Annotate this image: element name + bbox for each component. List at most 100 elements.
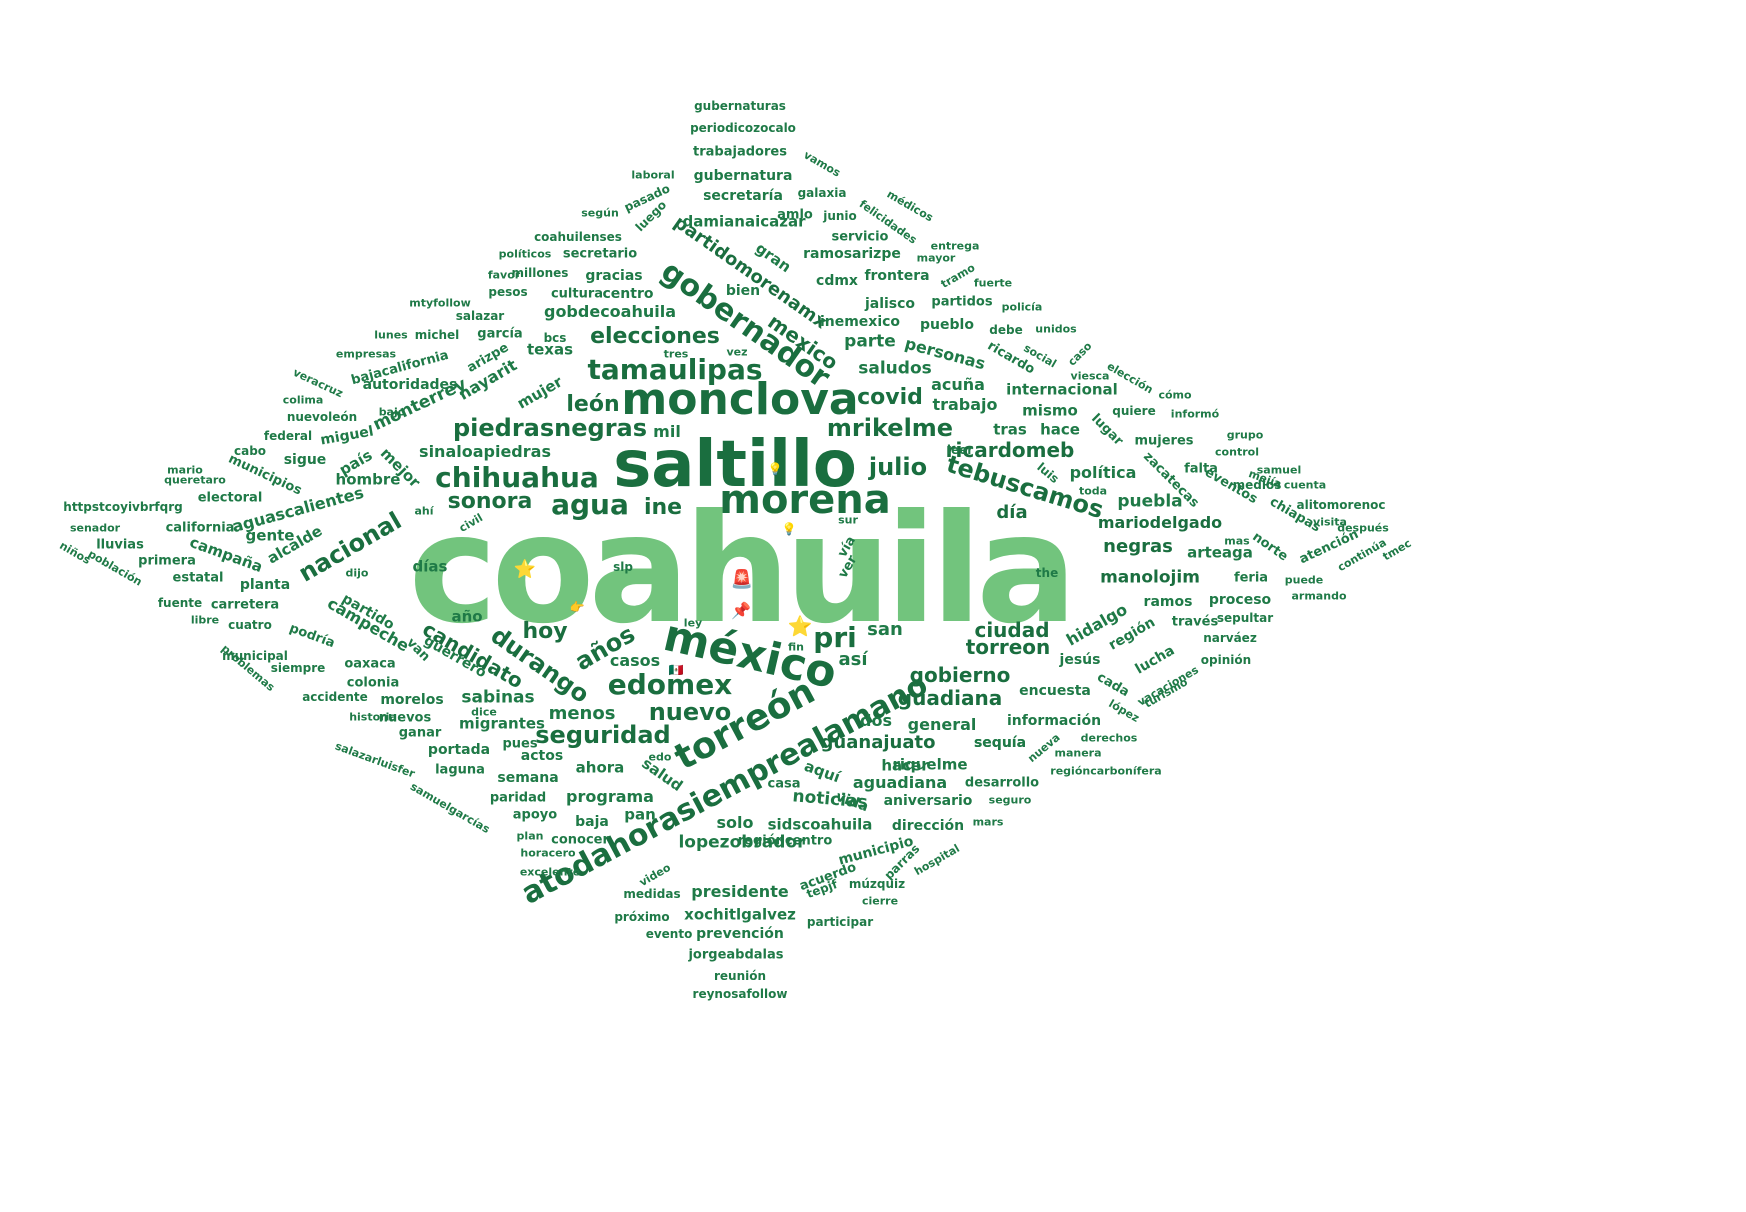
cloud-word: cuenta (1283, 478, 1327, 492)
cloud-word: sepultar (1216, 611, 1274, 625)
cloud-word: visita (1313, 515, 1347, 529)
cloud-word: jesús (1059, 652, 1101, 668)
cloud-word: saltillo (613, 428, 857, 502)
cloud-word: cdmx (816, 273, 858, 289)
cloud-word: mismo (1022, 401, 1078, 420)
cloud-word: nuevos (378, 710, 432, 726)
cloud-word: opinión (1200, 653, 1252, 667)
cloud-word: ganar (398, 725, 442, 741)
cloud-word: agua (551, 488, 629, 521)
cloud-word: encuesta (1019, 683, 1091, 699)
cloud-word: video (637, 860, 673, 890)
cloud-word: entrega (930, 239, 980, 253)
cloud-word: leer (946, 443, 974, 457)
cloud-word: estatal (172, 570, 224, 586)
cloud-word: león (566, 392, 620, 417)
cloud-word: mariodelgado (1097, 513, 1223, 532)
cloud-word: garcía (477, 326, 523, 342)
cloud-word: policía (1001, 300, 1043, 314)
cloud-word: ahí (414, 504, 434, 518)
cloud-word: senador (69, 521, 121, 535)
cloud-word: día (996, 502, 1028, 523)
cloud-word: miguel (319, 423, 375, 449)
cloud-word: seguridad (535, 721, 671, 749)
cloud-word: programa (566, 787, 654, 806)
emoji-icon: 🚨 (730, 569, 754, 590)
cloud-word: ricardomeb (945, 438, 1075, 462)
cloud-word: planta (239, 577, 291, 593)
cloud-word: michel (414, 328, 460, 342)
cloud-word: derechos (1080, 731, 1138, 745)
cloud-word: mujer (514, 372, 566, 413)
cloud-word: gracias (585, 268, 643, 284)
cloud-word: hacer (881, 756, 929, 775)
cloud-word: según (581, 206, 619, 220)
cloud-word: riquelme (892, 755, 968, 774)
cloud-word: población (85, 547, 145, 589)
cloud-word: alitomorenoc (1296, 498, 1386, 512)
cloud-word: general (907, 715, 977, 734)
cloud-word: siempre (270, 661, 326, 675)
emoji-icon: 🇲🇽 (668, 663, 684, 677)
cloud-word: manera (1054, 746, 1102, 760)
cloud-word: niños (57, 538, 93, 568)
cloud-word: tamaulipas (587, 353, 763, 386)
cloud-word: dirección (891, 818, 965, 834)
cloud-word: dice (471, 705, 497, 719)
cloud-word: reynosafollow (692, 987, 788, 1001)
cloud-word: municipal (222, 649, 288, 663)
cloud-word: ahora (575, 758, 625, 777)
cloud-word: colonia (346, 675, 400, 691)
cloud-word: primera (138, 553, 196, 569)
cloud-word: mayor (916, 251, 956, 265)
cloud-word: internacional (1006, 380, 1118, 399)
cloud-word: edomex (607, 668, 733, 701)
cloud-word: coahuila (408, 483, 1078, 657)
emoji-icon: 📌 (731, 601, 751, 620)
cloud-word: pan (624, 805, 656, 824)
cloud-word: inemexico (819, 314, 901, 330)
cloud-word: empresas (335, 347, 397, 361)
cloud-word: partidos (931, 294, 993, 310)
cloud-word: pri (813, 621, 857, 654)
cloud-word: narváez (1203, 631, 1257, 645)
cloud-word: mars (972, 815, 1004, 829)
cloud-word: pues (502, 736, 538, 752)
cloud-word: san (867, 619, 903, 640)
cloud-word: historia (349, 710, 397, 724)
cloud-word: año (451, 607, 483, 626)
cloud-word: laguna (435, 762, 485, 778)
cloud-word: slp (613, 560, 633, 574)
cloud-word: sequía (973, 735, 1027, 751)
cloud-word: informó (1170, 407, 1220, 421)
cloud-word: negras (1103, 536, 1173, 557)
cloud-word: gente (245, 526, 295, 545)
cloud-word: julio (868, 453, 928, 481)
cloud-word: morelos (380, 692, 444, 708)
cloud-word: sur (838, 513, 858, 527)
cloud-word: trabajadores (693, 144, 787, 160)
cloud-word: excelente (519, 865, 581, 879)
cloud-word: manolojim (1100, 567, 1200, 588)
cloud-word: hombre (335, 470, 401, 489)
cloud-word: participar (806, 915, 874, 929)
cloud-word: carretera (210, 597, 280, 613)
cloud-word: ramosarizpe (803, 246, 901, 262)
cloud-word: hace (1040, 420, 1080, 439)
cloud-word: acuña (931, 375, 985, 394)
cloud-word: migrantes (459, 714, 545, 733)
cloud-word: próximo (614, 910, 670, 924)
cloud-word: colima (282, 393, 324, 407)
cloud-word: proceso (1208, 592, 1272, 608)
cloud-word: fuente (157, 596, 203, 610)
cloud-word: libre (190, 613, 220, 627)
cloud-word: guanajuato (820, 732, 936, 753)
cloud-word: vez (726, 345, 748, 359)
cloud-word: casa (767, 776, 801, 792)
cloud-word: prevención (696, 926, 784, 942)
cloud-word: apoyo (512, 807, 558, 823)
cloud-word: secretaría (703, 188, 783, 204)
cloud-word: puebla (1117, 491, 1183, 512)
cloud-word: jorgeabdalas (688, 947, 784, 963)
